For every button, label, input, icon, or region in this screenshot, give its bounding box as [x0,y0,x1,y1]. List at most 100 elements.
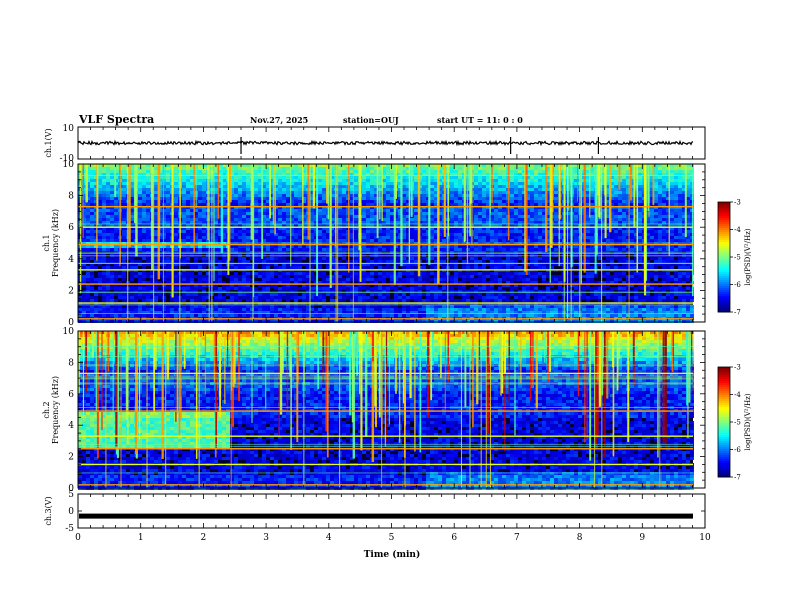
spectrogram-cell [154,227,158,230]
spectrogram-cell [398,200,402,203]
spectrogram-cell [654,239,658,242]
spectrogram-cell [422,194,426,197]
spectrogram-cell [162,215,166,218]
spectrogram-cell [374,182,378,185]
spectrogram-cell [530,203,534,206]
spectrogram-cell [106,188,110,191]
spectrogram-cell [142,164,146,167]
spectrogram-cell [478,191,482,194]
spectrogram-cell [538,239,542,242]
spectrogram-cell [634,176,638,179]
spectrogram-cell [634,227,638,230]
spectrogram-cell [222,203,226,206]
spectrogram-cell [322,203,326,206]
spectrogram-cell [270,200,274,203]
spectrogram-cell [290,239,294,242]
spectrogram-cell [254,167,258,170]
spectrogram-cell [234,218,238,221]
spectrogram-cell [370,185,374,188]
spectrogram-cell [514,182,518,185]
spectrogram-cell [346,194,350,197]
spectrogram-cell [310,236,314,239]
spectrogram-cell [286,164,290,167]
spectrogram-cell [218,221,222,224]
spectrogram-cell [486,170,490,173]
spectrogram-cell [394,212,398,215]
spectrogram-cell [406,164,410,167]
spectrogram-cell [306,239,310,242]
spectrogram-cell [142,170,146,173]
spectrogram-cell [546,206,550,209]
spectrogram-cell [94,209,98,212]
spectrogram-cell [590,236,594,239]
spectrogram-cell [650,167,654,170]
spectrogram-cell [318,227,322,230]
spectrogram-cell [138,185,142,188]
spectrogram-cell [514,200,518,203]
spectrogram-cell [542,212,546,215]
spectrogram-cell [322,170,326,173]
spectrogram-cell [514,191,518,194]
spectrogram-cell [282,173,286,176]
spectrogram-cell [526,185,530,188]
spectrogram-cell [438,191,442,194]
spectrogram-cell [346,203,350,206]
spectrogram-cell [94,218,98,221]
spectrogram-cell [510,188,514,191]
spectrogram-cell [422,173,426,176]
spectrogram-cell [514,242,518,245]
spectrogram-cell [434,233,438,236]
spectrogram-cell [382,239,386,242]
spectrogram-cell [514,206,518,209]
spectrogram-cell [606,164,610,167]
spectrogram-cell [586,191,590,194]
spectrogram-cell [342,179,346,182]
spectrogram-cell [330,224,334,227]
spectrogram-cell [90,242,94,245]
spectrogram-cell [670,239,674,242]
spectrogram-cell [666,182,670,185]
spectrogram-cell [658,242,662,245]
spectrogram-cell [102,236,106,239]
spectrogram-cell [586,215,590,218]
spectrogram-cell [558,233,562,236]
spectrogram-cell [82,206,86,209]
spectrogram-cell [490,203,494,206]
spectrogram-cell [322,194,326,197]
spectrogram-cell [262,245,266,248]
spectrogram-cell [138,215,142,218]
spectrogram-cell [458,197,462,200]
spectrogram-cell [82,221,86,224]
spectrogram-cell [162,245,166,248]
spectrogram-cell [478,230,482,233]
spectrogram-cell [538,179,542,182]
spectrogram-cell [402,188,406,191]
spectrogram-cell [398,197,402,200]
spectrogram-cell [646,215,650,218]
spectrogram-cell [430,230,434,233]
spectrogram-cell [634,236,638,239]
spectrogram-cell [218,242,222,245]
spectrogram-cell [354,176,358,179]
spectrogram-cell [398,176,402,179]
spectrogram-cell [142,179,146,182]
spectrogram-cell [602,167,606,170]
spectrogram-cell [626,200,630,203]
spectrogram-cell [186,200,190,203]
spectrogram-cell [602,203,606,206]
spectrogram-cell [522,197,526,200]
spectrogram-cell [94,176,98,179]
spectrogram-cell [98,179,102,182]
spectrogram-cell [214,218,218,221]
spectrogram-cell [86,179,90,182]
spectrogram-cell [386,179,390,182]
spectrogram-cell [450,203,454,206]
spectrogram-cell [290,206,294,209]
spectrogram-cell [414,239,418,242]
spectrogram-cell [534,206,538,209]
spectrogram-cell [86,182,90,185]
spectrogram-cell [498,200,502,203]
spectrogram-cell [242,167,246,170]
spectrogram-cell [490,218,494,221]
spectrogram-cell [234,215,238,218]
